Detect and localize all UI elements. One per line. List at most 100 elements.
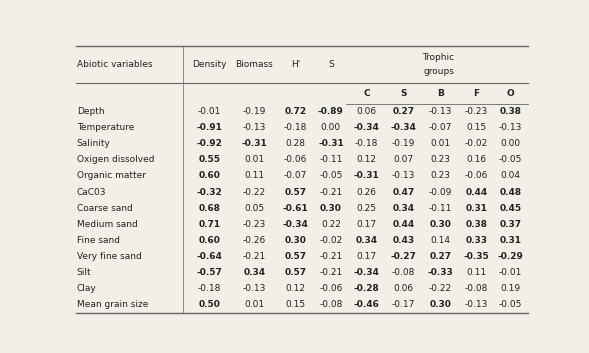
Text: 0.00: 0.00 [501, 139, 521, 148]
Text: S: S [401, 89, 407, 98]
Text: -0.02: -0.02 [319, 236, 343, 245]
Text: 0.57: 0.57 [284, 187, 306, 197]
Text: 0.44: 0.44 [392, 220, 415, 229]
Text: -0.17: -0.17 [392, 300, 415, 309]
Text: -0.05: -0.05 [319, 172, 343, 180]
Text: Coarse sand: Coarse sand [77, 204, 133, 213]
Text: -0.23: -0.23 [465, 107, 488, 116]
Text: 0.50: 0.50 [198, 300, 220, 309]
Text: 0.34: 0.34 [356, 236, 378, 245]
Text: -0.18: -0.18 [355, 139, 378, 148]
Text: 0.12: 0.12 [356, 155, 376, 164]
Text: -0.19: -0.19 [392, 139, 415, 148]
Text: 0.38: 0.38 [499, 107, 522, 116]
Text: 0.06: 0.06 [393, 284, 413, 293]
Text: 0.60: 0.60 [198, 236, 220, 245]
Text: -0.32: -0.32 [197, 187, 222, 197]
Text: Biomass: Biomass [236, 60, 273, 69]
Text: 0.07: 0.07 [393, 155, 413, 164]
Text: -0.92: -0.92 [196, 139, 222, 148]
Text: -0.28: -0.28 [354, 284, 379, 293]
Text: 0.26: 0.26 [356, 187, 376, 197]
Text: -0.18: -0.18 [283, 123, 307, 132]
Text: Temperature: Temperature [77, 123, 134, 132]
Text: -0.13: -0.13 [392, 172, 415, 180]
Text: 0.37: 0.37 [499, 220, 522, 229]
Text: 0.00: 0.00 [321, 123, 341, 132]
Text: -0.13: -0.13 [499, 123, 522, 132]
Text: 0.15: 0.15 [285, 300, 305, 309]
Text: Mean grain size: Mean grain size [77, 300, 148, 309]
Text: C: C [363, 89, 370, 98]
Text: -0.11: -0.11 [319, 155, 343, 164]
Text: 0.11: 0.11 [466, 268, 487, 277]
Text: 0.14: 0.14 [431, 236, 451, 245]
Text: -0.34: -0.34 [391, 123, 416, 132]
Text: Oxigen dissolved: Oxigen dissolved [77, 155, 154, 164]
Text: 0.23: 0.23 [431, 172, 451, 180]
Text: 0.30: 0.30 [320, 204, 342, 213]
Text: -0.35: -0.35 [464, 252, 489, 261]
Text: -0.27: -0.27 [391, 252, 416, 261]
Text: -0.13: -0.13 [243, 123, 266, 132]
Text: -0.06: -0.06 [465, 172, 488, 180]
Text: 0.72: 0.72 [284, 107, 306, 116]
Text: -0.91: -0.91 [196, 123, 222, 132]
Text: 0.68: 0.68 [198, 204, 220, 213]
Text: 0.30: 0.30 [429, 220, 452, 229]
Text: Depth: Depth [77, 107, 104, 116]
Text: -0.89: -0.89 [318, 107, 344, 116]
Text: -0.07: -0.07 [283, 172, 307, 180]
Text: -0.33: -0.33 [428, 268, 454, 277]
Text: Density: Density [192, 60, 227, 69]
Text: -0.31: -0.31 [318, 139, 344, 148]
Text: 0.01: 0.01 [244, 155, 264, 164]
Text: -0.21: -0.21 [319, 268, 343, 277]
Text: -0.21: -0.21 [319, 187, 343, 197]
Text: Fine sand: Fine sand [77, 236, 120, 245]
Text: 0.06: 0.06 [356, 107, 377, 116]
Text: -0.07: -0.07 [429, 123, 452, 132]
Text: 0.22: 0.22 [321, 220, 341, 229]
Text: F: F [473, 89, 479, 98]
Text: Salinity: Salinity [77, 139, 111, 148]
Text: -0.46: -0.46 [353, 300, 379, 309]
Text: 0.57: 0.57 [284, 268, 306, 277]
Text: -0.05: -0.05 [499, 155, 522, 164]
Text: S: S [328, 60, 334, 69]
Text: O: O [507, 89, 515, 98]
Text: 0.71: 0.71 [198, 220, 220, 229]
Text: -0.02: -0.02 [465, 139, 488, 148]
Text: -0.34: -0.34 [353, 123, 379, 132]
Text: B: B [437, 89, 444, 98]
Text: 0.23: 0.23 [431, 155, 451, 164]
Text: -0.61: -0.61 [282, 204, 308, 213]
Text: 0.47: 0.47 [392, 187, 415, 197]
Text: Organic matter: Organic matter [77, 172, 146, 180]
Text: -0.13: -0.13 [465, 300, 488, 309]
Text: groups: groups [423, 67, 454, 76]
Text: 0.34: 0.34 [243, 268, 266, 277]
Text: 0.55: 0.55 [198, 155, 220, 164]
Text: -0.06: -0.06 [283, 155, 307, 164]
Text: 0.04: 0.04 [501, 172, 521, 180]
Text: 0.01: 0.01 [431, 139, 451, 148]
Text: -0.34: -0.34 [282, 220, 308, 229]
Text: -0.21: -0.21 [319, 252, 343, 261]
Text: 0.30: 0.30 [284, 236, 306, 245]
Text: -0.08: -0.08 [465, 284, 488, 293]
Text: -0.08: -0.08 [392, 268, 415, 277]
Text: 0.60: 0.60 [198, 172, 220, 180]
Text: 0.01: 0.01 [244, 300, 264, 309]
Text: Silt: Silt [77, 268, 91, 277]
Text: -0.22: -0.22 [429, 284, 452, 293]
Text: 0.38: 0.38 [465, 220, 487, 229]
Text: Abiotic variables: Abiotic variables [77, 60, 153, 69]
Text: -0.57: -0.57 [196, 268, 222, 277]
Text: -0.21: -0.21 [243, 252, 266, 261]
Text: -0.13: -0.13 [429, 107, 452, 116]
Text: -0.01: -0.01 [499, 268, 522, 277]
Text: 0.33: 0.33 [465, 236, 487, 245]
Text: -0.19: -0.19 [243, 107, 266, 116]
Text: 0.27: 0.27 [429, 252, 452, 261]
